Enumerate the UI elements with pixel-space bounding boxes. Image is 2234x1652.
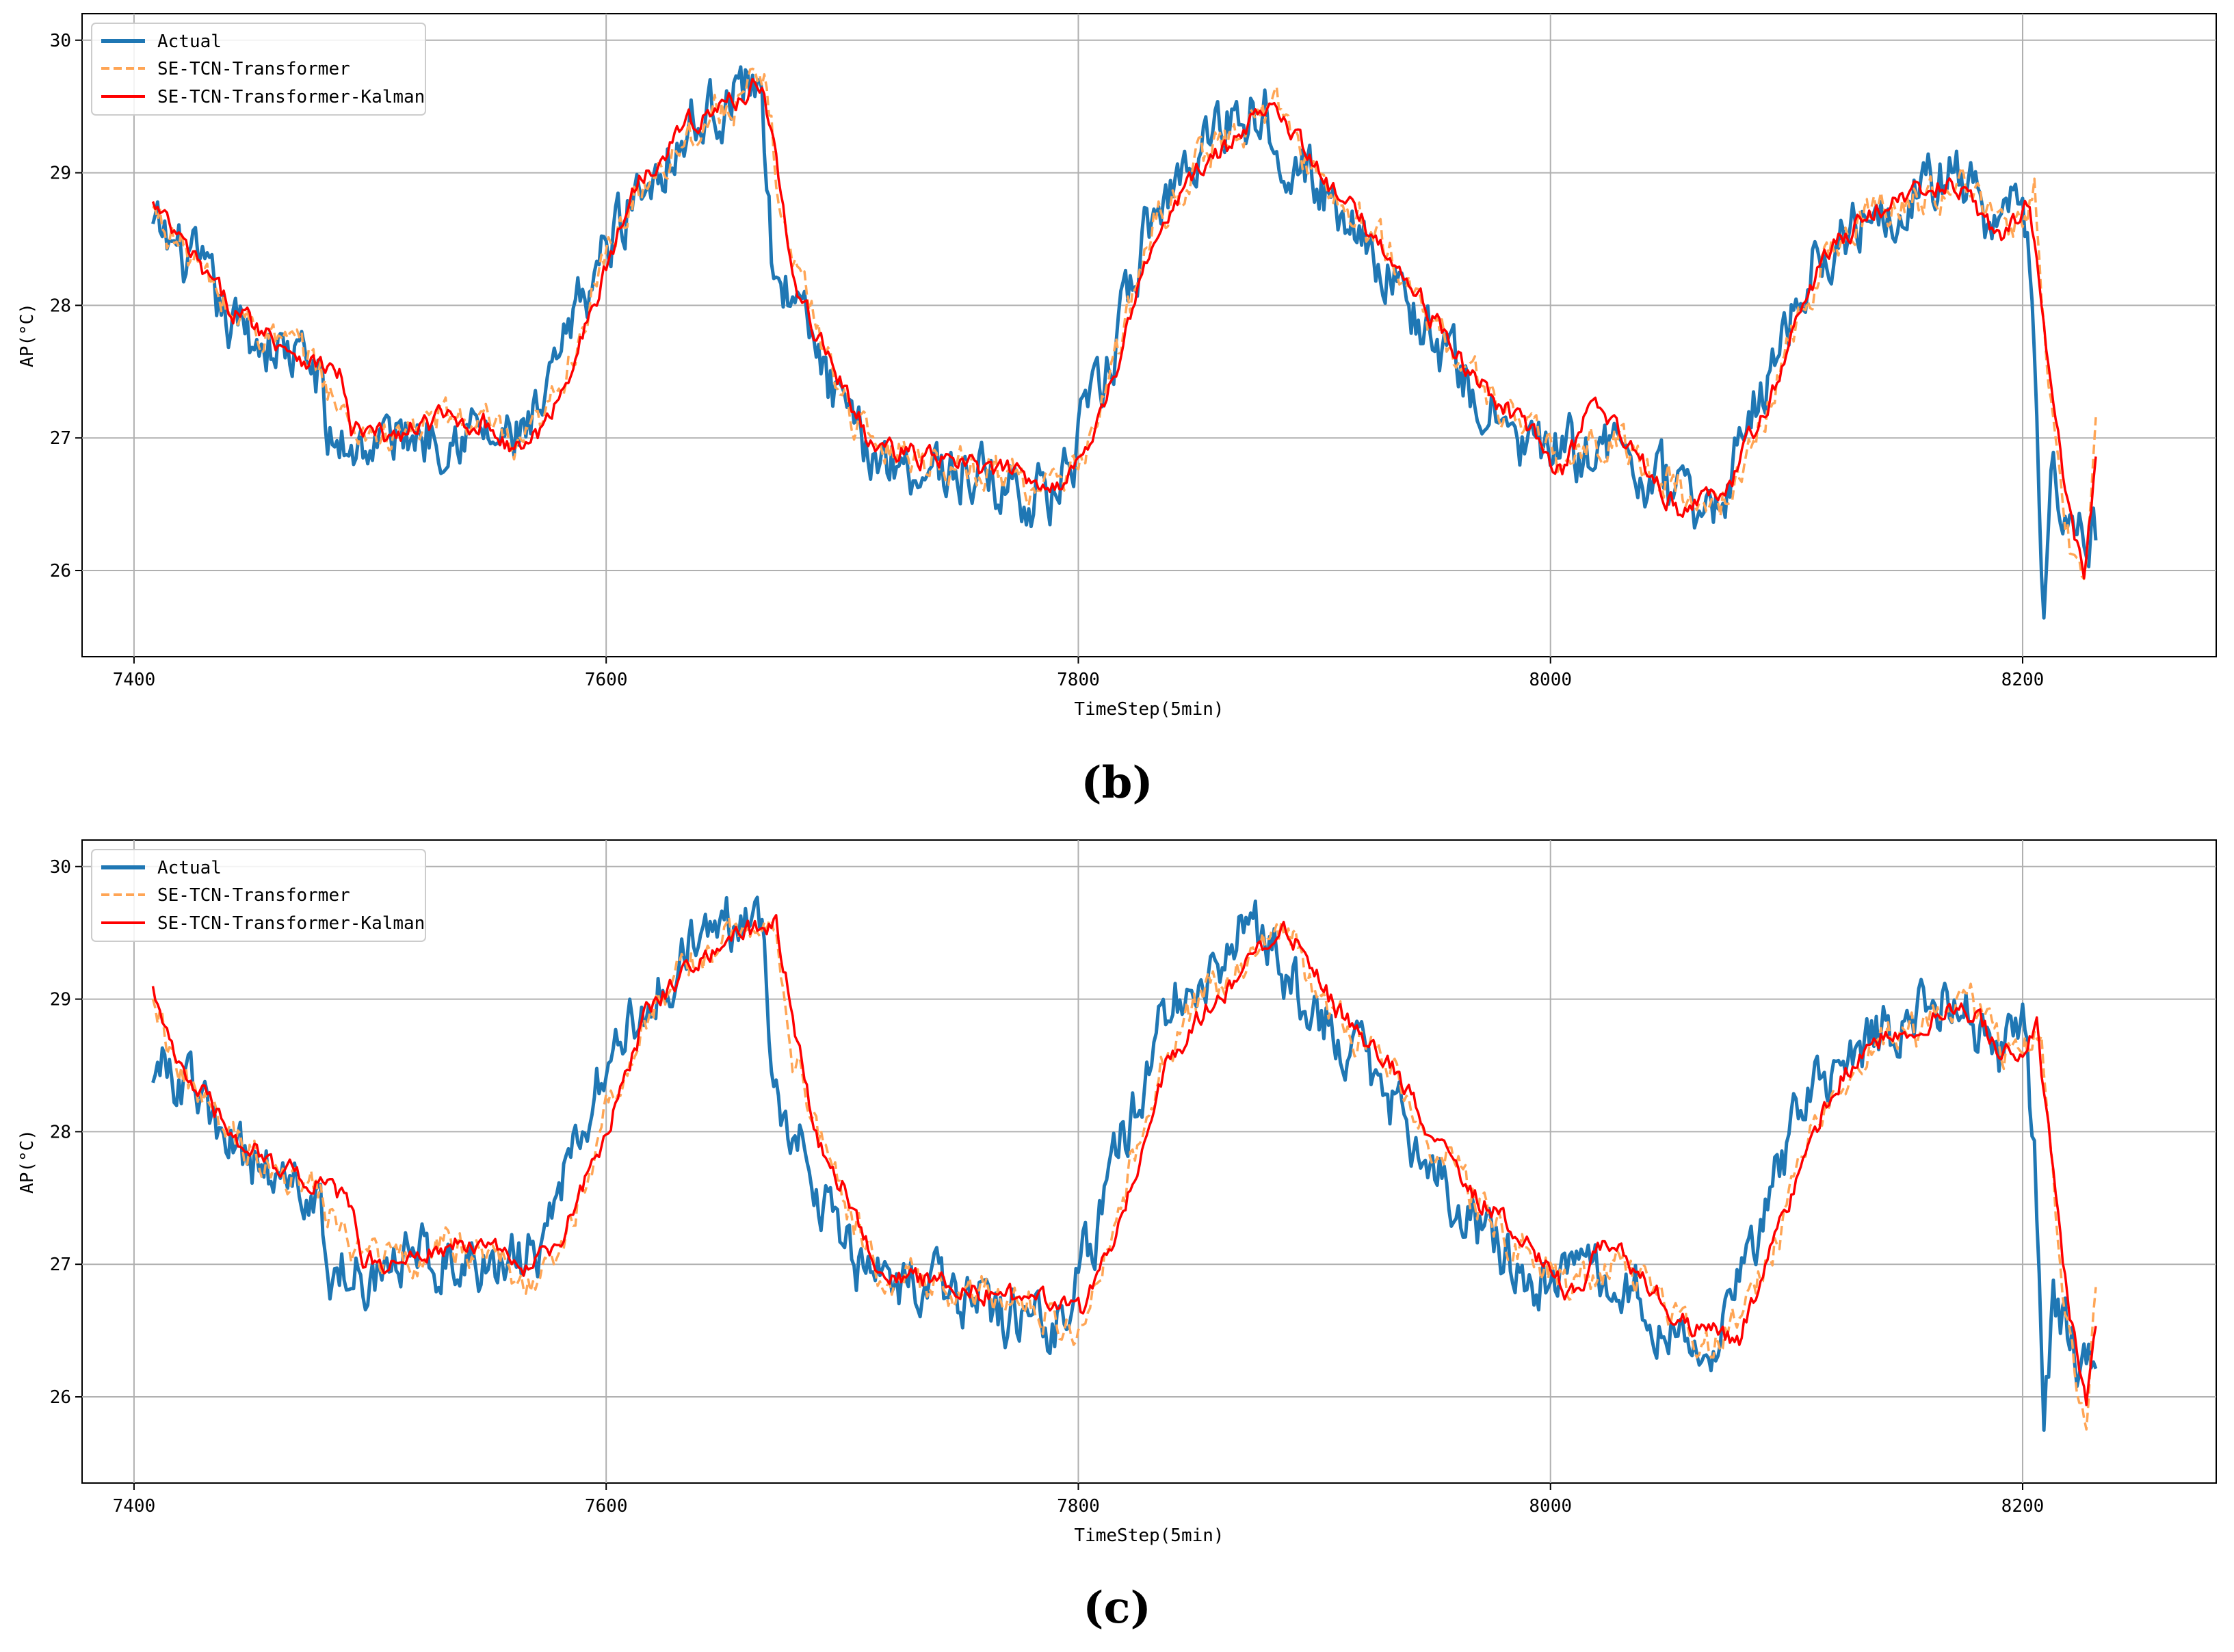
grid — [82, 840, 2216, 1483]
x-tick-label: 7600 — [585, 1496, 628, 1517]
legend-label-actual: Actual — [157, 858, 222, 878]
series-line-se-tcn-transformer — [152, 67, 2097, 581]
legend-label-kalman: SE-TCN-Transformer-Kalman — [157, 913, 425, 934]
x-axis-label: TimeStep(5min) — [1074, 1525, 1224, 1546]
y-axis-label: AP(°C) — [17, 1129, 38, 1194]
y-tick-label: 27 — [50, 428, 71, 449]
x-tick-label: 8200 — [2001, 670, 2045, 690]
x-tick-label: 7400 — [113, 1496, 156, 1517]
legend-label-se-tcn-transformer: SE-TCN-Transformer — [157, 885, 350, 906]
axis-ticks: 7400 7600 7800 8000 8200 26 27 28 29 30 — [50, 31, 2045, 690]
legend-label-actual: Actual — [157, 31, 222, 52]
x-axis-label: TimeStep(5min) — [1074, 699, 1224, 720]
y-tick-label: 28 — [50, 1122, 71, 1142]
series-layer — [151, 895, 2098, 1432]
legend: Actual SE-TCN-Transformer SE-TCN-Transfo… — [91, 849, 426, 942]
legend-box — [91, 849, 426, 942]
panel-caption-b: (b) — [1081, 757, 1153, 809]
chart-panel-c: 7400 7600 7800 8000 8200 26 27 28 29 30 TimeStep(… — [17, 839, 2217, 1546]
series-line-se-tcn-transformer — [151, 916, 2097, 1431]
series-line-actual — [151, 895, 2098, 1432]
y-tick-label: 28 — [50, 296, 71, 316]
plot-frame — [81, 13, 2217, 657]
x-tick-label: 7400 — [113, 670, 156, 690]
y-tick-label: 30 — [50, 31, 71, 51]
series-line-se-tcn-transformer-kalman — [151, 914, 2097, 1406]
axis-ticks: 7400 7600 7800 8000 8200 26 27 28 29 30 — [50, 857, 2045, 1517]
x-tick-label: 7800 — [1057, 1496, 1100, 1517]
y-tick-label: 26 — [50, 1387, 71, 1408]
panel-caption-c: (c) — [1083, 1582, 1151, 1634]
plot-frame — [81, 839, 2217, 1484]
y-tick-label: 29 — [50, 163, 71, 184]
grid — [82, 14, 2216, 657]
y-tick-label: 29 — [50, 990, 71, 1010]
legend: Actual SE-TCN-Transformer SE-TCN-Transfo… — [91, 23, 426, 116]
legend-label-kalman: SE-TCN-Transformer-Kalman — [157, 87, 425, 107]
y-tick-label: 26 — [50, 561, 71, 581]
series-line-se-tcn-transformer-kalman — [151, 77, 2097, 580]
legend-label-se-tcn-transformer: SE-TCN-Transformer — [157, 59, 350, 79]
x-tick-label: 8200 — [2001, 1496, 2045, 1517]
x-tick-label: 7600 — [585, 670, 628, 690]
x-tick-label: 7800 — [1057, 670, 1100, 690]
y-tick-label: 30 — [50, 857, 71, 878]
x-tick-label: 8000 — [1529, 670, 1572, 690]
chart-panel-b: 7400 7600 7800 8000 8200 26 27 28 29 30 TimeStep(… — [17, 13, 2217, 720]
y-axis-label: AP(°C) — [17, 303, 38, 367]
x-tick-label: 8000 — [1529, 1496, 1572, 1517]
series-layer — [151, 65, 2098, 620]
y-tick-label: 27 — [50, 1255, 71, 1275]
legend-box — [91, 23, 426, 116]
series-line-actual — [151, 65, 2098, 620]
